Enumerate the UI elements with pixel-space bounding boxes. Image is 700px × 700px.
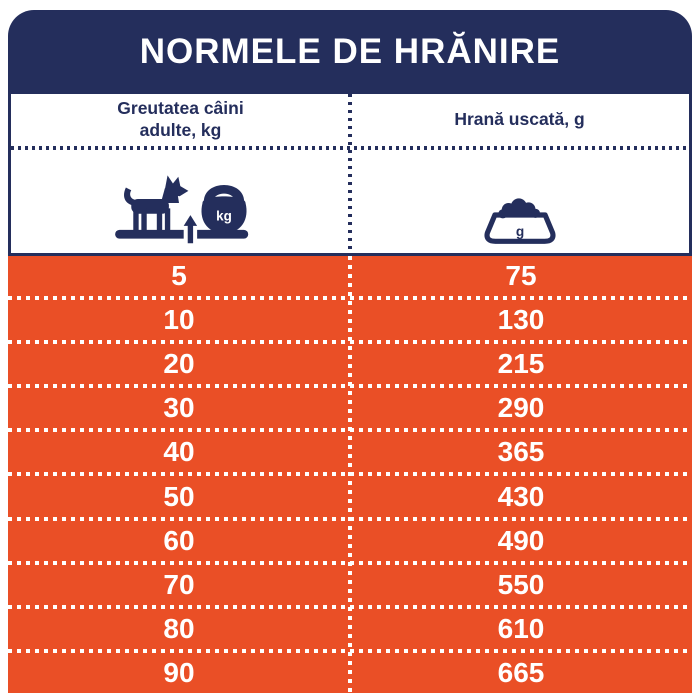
table-row: 20 215: [8, 344, 692, 384]
food-value: 665: [497, 656, 545, 688]
table-row: 5 75: [8, 256, 692, 296]
dog-on-scale-with-kettlebell-icon: kg: [114, 175, 248, 245]
weight-label-line1: Greutatea câini: [117, 98, 244, 119]
page-title: NORMELE DE HRĂNIRE: [139, 32, 561, 71]
kg-value: 10: [163, 304, 195, 336]
kg-value: 70: [163, 568, 195, 600]
table-row: 90 665: [8, 653, 692, 693]
food-value: 290: [497, 392, 545, 424]
table-row: 30 290: [8, 388, 692, 428]
feeding-guide-card: NORMELE DE HRĂNIRE Greutatea câini adult…: [8, 10, 692, 693]
dog-food-bowl-icon: g: [483, 198, 556, 244]
food-value: 490: [497, 524, 545, 556]
column-header-panel: Greutatea câini adulte, kg Hrană uscată,…: [8, 94, 692, 256]
kg-value: 80: [163, 612, 195, 644]
feeding-table: 5 75 10 130 20 215 30 290 40 365 50 430: [8, 256, 692, 693]
food-icon-cell: g: [350, 196, 689, 253]
column-label-food: Hrană uscată, g: [350, 94, 689, 146]
kg-value: 60: [163, 524, 195, 556]
column-labels-row: Greutatea câini adulte, kg Hrană uscată,…: [11, 94, 689, 146]
table-row: 80 610: [8, 609, 692, 649]
table-row: 60 490: [8, 521, 692, 561]
table-row: 70 550: [8, 565, 692, 605]
icons-row: kg g: [11, 150, 689, 253]
table-row: 10 130: [8, 300, 692, 340]
food-value: 550: [497, 568, 545, 600]
white-dotted-column-divider: [348, 256, 352, 693]
food-value: 130: [497, 304, 545, 336]
food-label: Hrană uscată, g: [454, 109, 585, 130]
kg-value: 5: [171, 260, 187, 292]
food-value: 365: [497, 436, 545, 468]
kg-value: 20: [163, 348, 195, 380]
title-bar: NORMELE DE HRĂNIRE: [8, 10, 692, 94]
food-value: 75: [505, 260, 537, 292]
food-value: 215: [497, 348, 545, 380]
column-label-weight: Greutatea câini adulte, kg: [11, 94, 350, 146]
g-unit-badge: g: [515, 224, 523, 239]
kg-value: 40: [163, 436, 195, 468]
kg-value: 30: [163, 392, 195, 424]
table-row: 50 430: [8, 476, 692, 516]
food-value: 610: [497, 612, 545, 644]
navy-dotted-column-divider: [348, 94, 352, 253]
kg-value: 50: [163, 480, 195, 512]
kg-value: 90: [163, 656, 195, 688]
weight-icon-cell: kg: [11, 164, 350, 253]
weight-label-line2: adulte, kg: [139, 120, 222, 140]
food-value: 430: [497, 480, 545, 512]
kg-unit-badge: kg: [216, 208, 232, 223]
table-row: 40 365: [8, 432, 692, 472]
